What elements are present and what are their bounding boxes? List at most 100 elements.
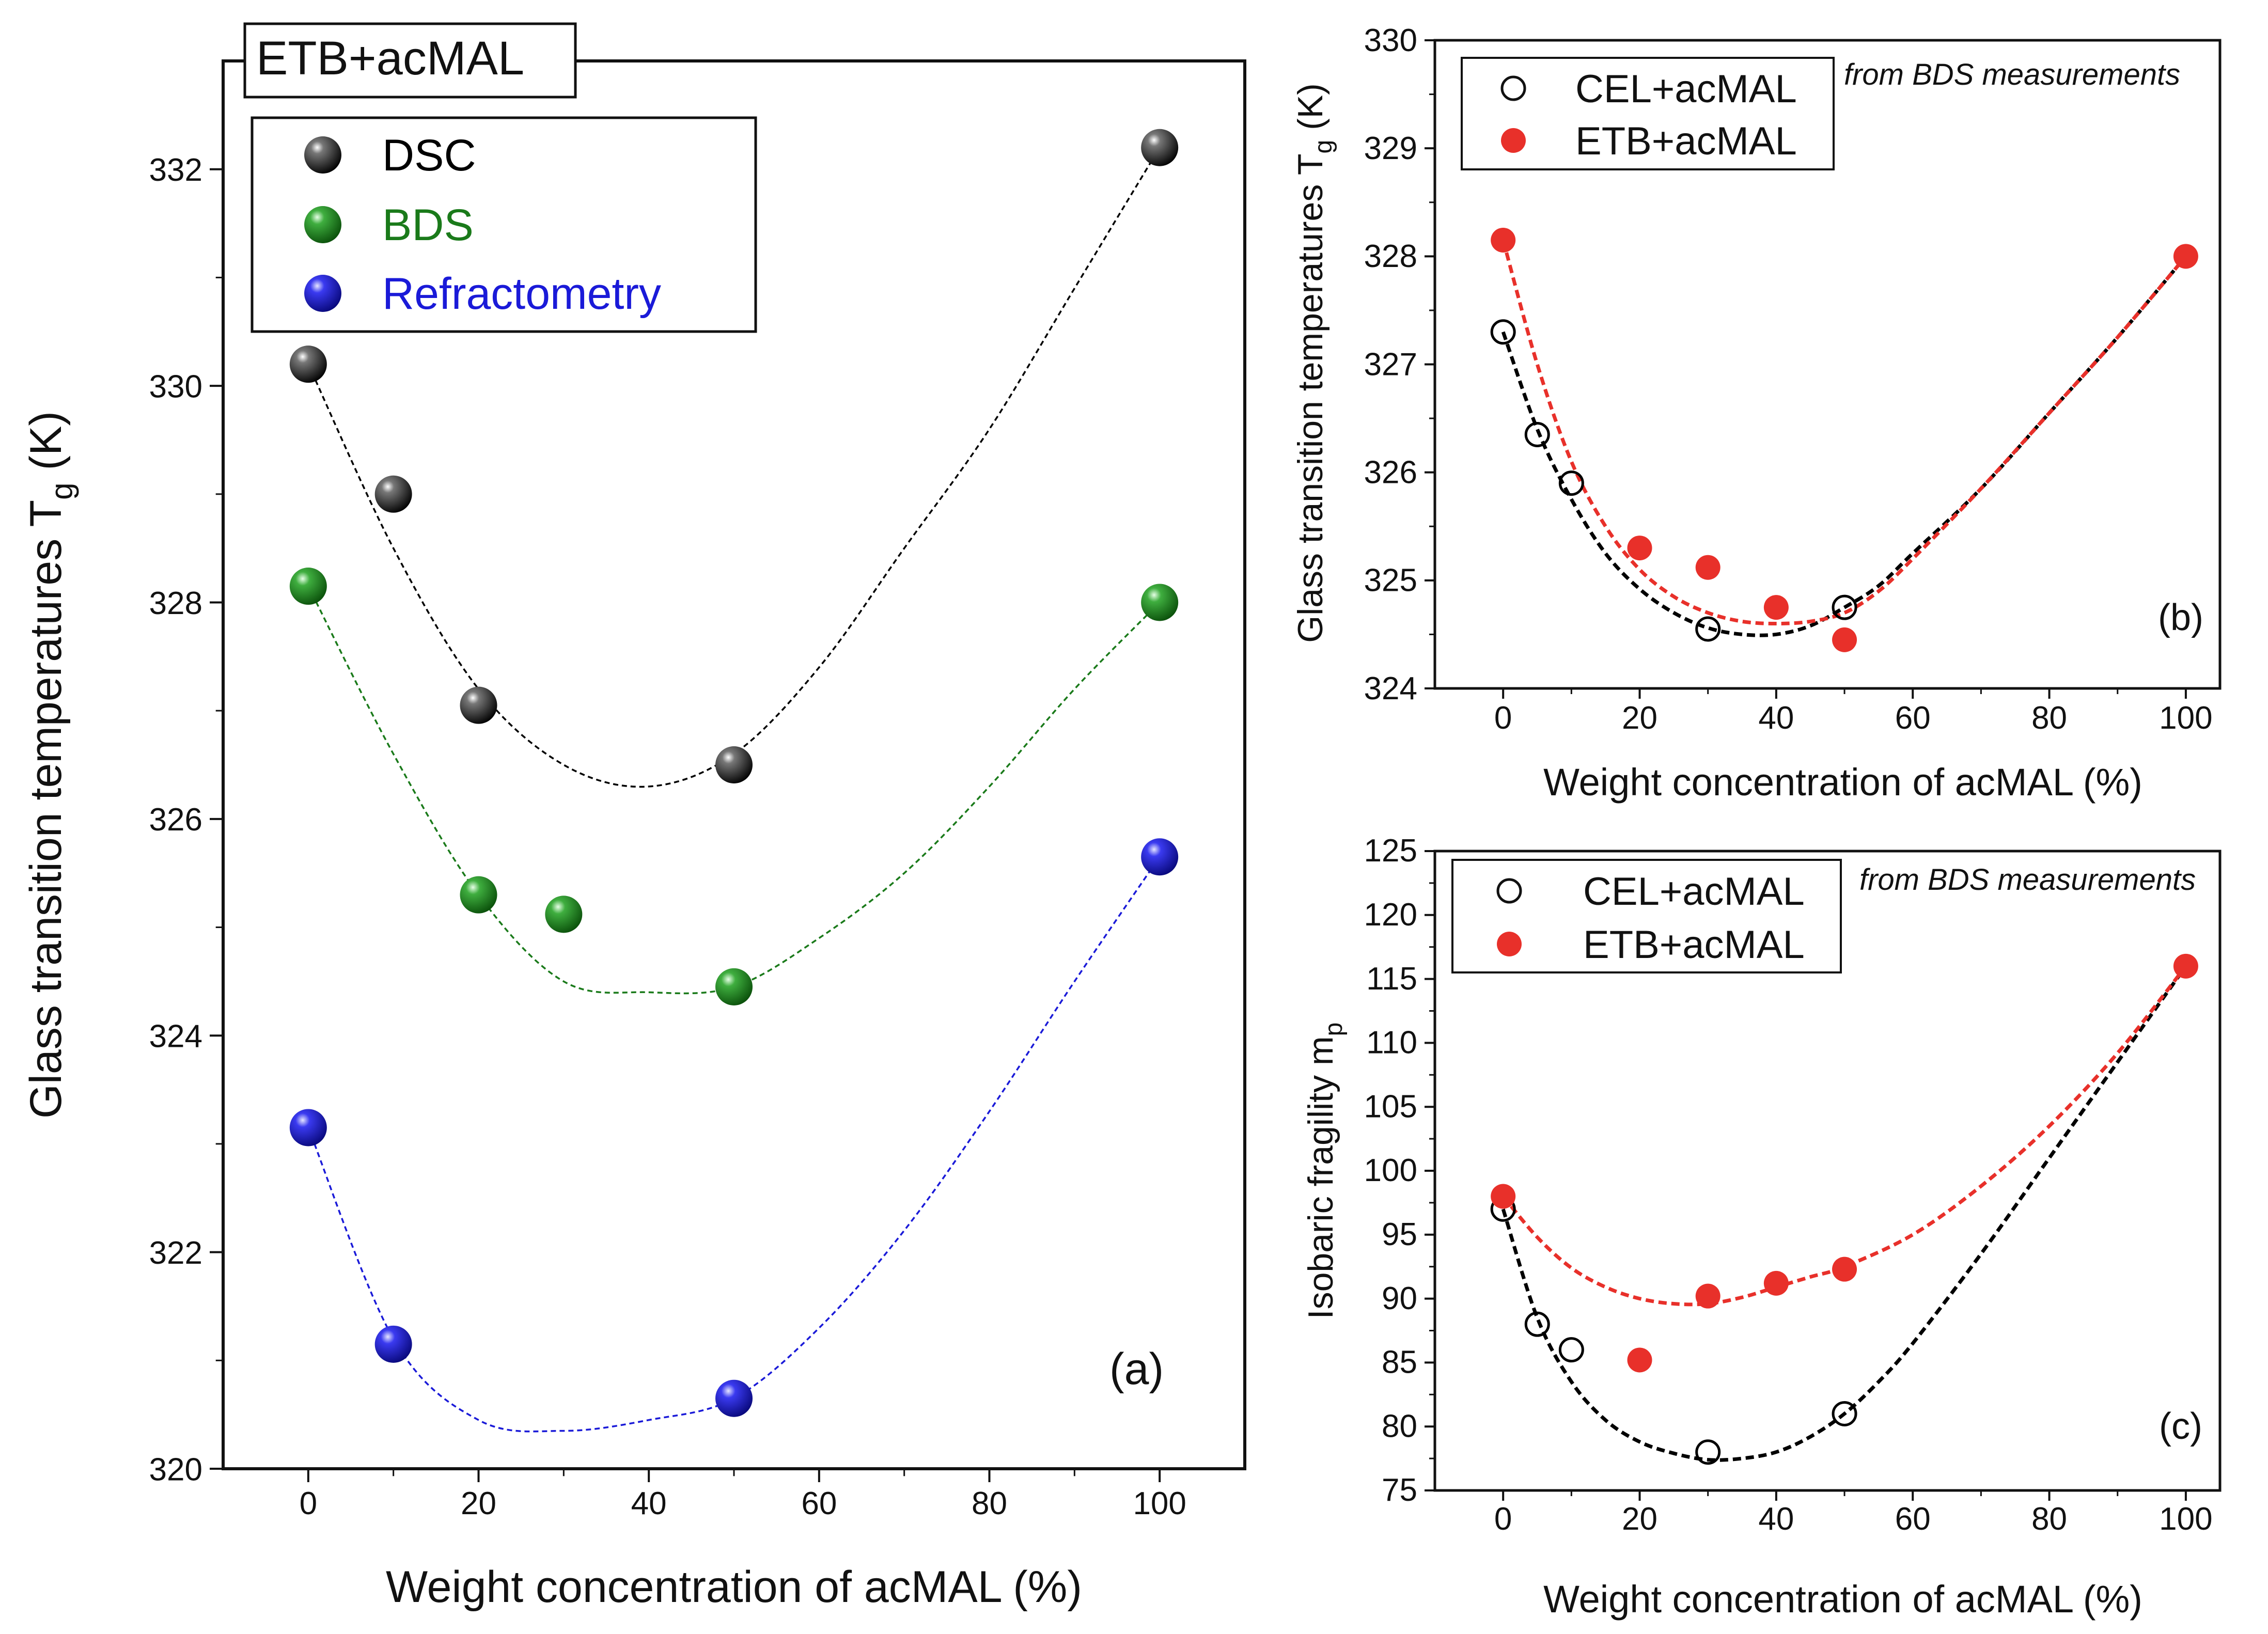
y-axis-label-b: Glass transition temperatures Tg (K)	[1291, 83, 1337, 643]
fit-curves-c	[1501, 965, 2187, 1462]
legend-label-refractometry: Refractometry	[382, 269, 661, 319]
y-tick-label-c: 110	[1366, 1025, 1417, 1061]
annotation-b: from BDS measurements	[1844, 58, 2180, 91]
data-point-b-etb-acmal	[1763, 595, 1789, 620]
data-point-c-cel-acmal	[1695, 1439, 1721, 1465]
y-tick-label-c: 85	[1382, 1345, 1417, 1380]
panel-label-c: (c)	[2159, 1406, 2202, 1447]
y-tick-label-c: 100	[1364, 1153, 1417, 1188]
data-point-b-cel-acmal	[1558, 470, 1584, 496]
legend-label-cel-c: CEL+acMAL	[1583, 870, 1805, 914]
legend-label-etb-c: ETB+acMAL	[1583, 923, 1805, 967]
panel-label-a: (a)	[1109, 1344, 1164, 1394]
x-axis-label-a: Weight concentration of acMAL (%)	[386, 1562, 1082, 1612]
legend-marker-dsc	[304, 136, 341, 174]
ticks-c: 0 20 40 60 80 100 75 80 85 90 95 100 105 110 115 120 125	[1364, 833, 2213, 1537]
y-tick-label-b: 325	[1364, 563, 1417, 599]
legend-marker-etb-c	[1497, 932, 1522, 956]
data-point-a-refractometry	[1141, 838, 1179, 876]
y-tick-label-b: 327	[1364, 347, 1417, 382]
data-point-b-etb-acmal	[1695, 555, 1720, 580]
legend-box-b	[1461, 57, 1835, 170]
ticks-a: 0 20 40 60 80 100 320 322 324 326 328 330 332	[149, 152, 1186, 1521]
legend-label-dsc: DSC	[382, 131, 476, 180]
y-axis-label-b-main: Glass transition temperatures T	[1291, 153, 1330, 642]
data-point-b-etb-acmal	[1832, 627, 1857, 652]
panel-label-b: (b)	[2158, 597, 2203, 638]
data-point-c-etb-acmal	[1763, 1270, 1789, 1296]
x-axis-label-b: Weight concentration of acMAL (%)	[1543, 761, 2142, 804]
data-point-c-cel-acmal	[1558, 1337, 1584, 1363]
x-tick-label-a: 0	[300, 1486, 317, 1521]
y-tick-label-c: 95	[1382, 1217, 1417, 1252]
y-tick-label-c: 120	[1364, 897, 1417, 933]
data-point-c-etb-acmal	[1832, 1256, 1857, 1282]
y-tick-label-c: 75	[1382, 1472, 1417, 1508]
legend-label-cel-b: CEL+acMAL	[1575, 67, 1797, 111]
x-tick-label-a: 40	[631, 1486, 667, 1521]
fit-curve-b-etb-acmal	[1501, 240, 2187, 626]
y-axis-label-a: Glass transition temperatures Tg (K)	[21, 411, 79, 1119]
data-points-c	[1490, 953, 2198, 1465]
data-point-b-cel-acmal	[1524, 421, 1550, 447]
data-point-a-dsc	[289, 345, 327, 383]
x-tick-label-c: 40	[1758, 1501, 1794, 1537]
y-tick-label-b: 326	[1364, 455, 1417, 491]
y-axis-label-a-sub: g	[44, 483, 79, 500]
x-tick-label-a: 100	[1133, 1486, 1186, 1521]
legend-marker-cel-c	[1496, 878, 1522, 904]
panel-title-a: ETB+acMAL	[256, 32, 524, 85]
x-tick-label-a: 80	[972, 1486, 1007, 1521]
y-tick-label-a: 322	[149, 1235, 202, 1271]
data-point-c-etb-acmal	[1491, 1184, 1516, 1209]
ticks-b: 0 20 40 60 80 100 324 325 326 327 328 329 330	[1364, 23, 2213, 736]
y-axis-label-c-sub: p	[1320, 1023, 1348, 1036]
x-tick-label-c: 100	[2159, 1501, 2212, 1537]
x-tick-label-c: 0	[1494, 1501, 1512, 1537]
fit-curves-a	[307, 147, 1161, 1433]
data-point-b-etb-acmal	[1491, 227, 1516, 253]
y-tick-label-b: 328	[1364, 239, 1417, 274]
x-tick-label-c: 60	[1895, 1501, 1931, 1537]
fit-curve-c-cel-acmal	[1501, 965, 2187, 1462]
data-points-b	[1490, 227, 2198, 652]
x-axis-label-c: Weight concentration of acMAL (%)	[1543, 1578, 2142, 1621]
x-tick-label-c: 20	[1622, 1501, 1657, 1537]
fit-curve-a-refractometry	[307, 856, 1161, 1433]
panel-a: 0 20 40 60 80 100 320 322 324 326 328 330 332 ETB+ac…	[21, 22, 1246, 1612]
y-tick-label-c: 115	[1366, 961, 1417, 997]
annotation-c: from BDS measurements	[1859, 863, 2196, 897]
x-tick-label-a: 20	[461, 1486, 496, 1521]
y-axis-label-c-main: Isobaric fragility m	[1301, 1036, 1340, 1319]
data-point-a-refractometry	[374, 1325, 412, 1363]
legend-marker-etb-b	[1501, 128, 1526, 153]
y-tick-label-c: 90	[1382, 1281, 1417, 1316]
legend-marker-refractometry	[304, 275, 341, 312]
y-axis-label-b-unit: (K)	[1291, 83, 1330, 140]
y-tick-label-a: 320	[149, 1452, 202, 1487]
legend-label-bds: BDS	[382, 200, 474, 250]
y-tick-label-c: 105	[1364, 1089, 1417, 1124]
y-axis-label-b-sub: g	[1310, 140, 1337, 154]
y-tick-label-c: 80	[1382, 1408, 1417, 1444]
panel-b: 0 20 40 60 80 100 324 325 326 327 328 329 330 CEL+ac…	[1291, 23, 2222, 804]
data-point-c-etb-acmal	[1627, 1347, 1652, 1373]
data-point-a-bds	[289, 568, 327, 605]
x-tick-label-b: 20	[1622, 700, 1657, 736]
data-point-b-cel-acmal	[1695, 616, 1721, 642]
x-tick-label-b: 0	[1494, 700, 1512, 736]
y-tick-label-b: 330	[1364, 23, 1417, 58]
x-tick-label-b: 100	[2159, 700, 2212, 736]
data-points-a	[289, 129, 1179, 1417]
x-tick-label-b: 40	[1758, 700, 1794, 736]
legend-c: CEL+acMAL ETB+acMAL	[1451, 859, 1842, 973]
fit-curves-b	[1501, 240, 2187, 637]
data-point-c-cel-acmal	[1524, 1311, 1550, 1337]
y-tick-label-a: 330	[149, 369, 202, 404]
fit-curve-b-cel-acmal	[1501, 255, 2187, 637]
data-point-a-dsc	[1141, 129, 1179, 166]
y-tick-label-a: 326	[149, 802, 202, 838]
data-point-a-dsc	[460, 686, 497, 724]
legend-label-etb-b: ETB+acMAL	[1575, 119, 1797, 163]
legend-marker-cel-b	[1500, 75, 1526, 101]
